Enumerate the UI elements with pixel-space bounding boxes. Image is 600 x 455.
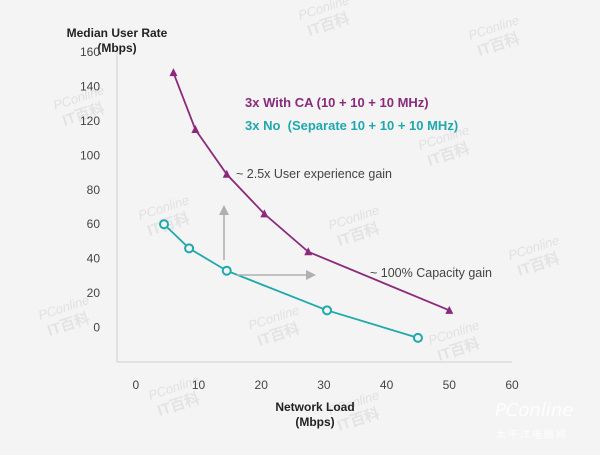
y-tick-label: 140	[80, 79, 100, 93]
x-tick-label: 50	[443, 378, 457, 392]
y-tick-label: 60	[87, 217, 101, 231]
data-point	[445, 305, 454, 314]
arrow-right	[237, 270, 316, 280]
x-axis-label-line1: Network Load	[275, 400, 354, 414]
y-axis-label-line2: (Mbps)	[97, 41, 136, 55]
data-point	[412, 332, 423, 343]
y-tick-label: 80	[87, 183, 101, 197]
data-point	[169, 68, 178, 77]
y-tick-label: 120	[80, 114, 100, 128]
data-point	[304, 247, 313, 256]
x-tick-label: 0	[132, 378, 139, 392]
data-point	[221, 265, 232, 276]
x-tick-label: 60	[505, 378, 519, 392]
data-point	[184, 243, 195, 254]
corner-sub: 太平洋电脑网	[496, 430, 568, 441]
x-tick-label: 30	[317, 378, 331, 392]
corner-watermark: PConline 太平洋电脑网	[490, 392, 600, 450]
y-tick-label: 40	[87, 252, 101, 266]
tick-labels: 0 20 40 60 80 100 120 140 160 0 10 20 30 40 50 60	[80, 45, 519, 392]
y-tick-label: 100	[80, 148, 100, 162]
x-axis-label-line2: (Mbps)	[295, 415, 334, 429]
arrow-up	[219, 205, 229, 260]
legend-ca: 3x With CA (10 + 10 + 10 MHz)	[245, 95, 429, 110]
y-tick-label: 20	[87, 286, 101, 300]
x-tick-label: 10	[192, 378, 206, 392]
data-point	[322, 305, 333, 316]
series-line-0	[172, 72, 450, 312]
y-axis-label-line1: Median User Rate	[67, 26, 168, 40]
corner-brand: PConline	[495, 400, 574, 421]
data-point	[260, 209, 269, 218]
y-tick-label: 0	[93, 321, 100, 335]
y-tick-label: 160	[80, 45, 100, 59]
data-point	[191, 125, 200, 133]
annotation-capacity: ~ 100% Capacity gain	[370, 266, 492, 280]
series-layer	[159, 68, 454, 343]
x-tick-label: 40	[380, 378, 394, 392]
annotation-user-experience: ~ 2.5x User experience gain	[236, 167, 392, 181]
legend-no: 3x No (Separate 10 + 10 + 10 MHz)	[245, 118, 458, 133]
x-tick-label: 20	[255, 378, 269, 392]
data-point	[159, 219, 170, 230]
data-point	[222, 169, 231, 178]
